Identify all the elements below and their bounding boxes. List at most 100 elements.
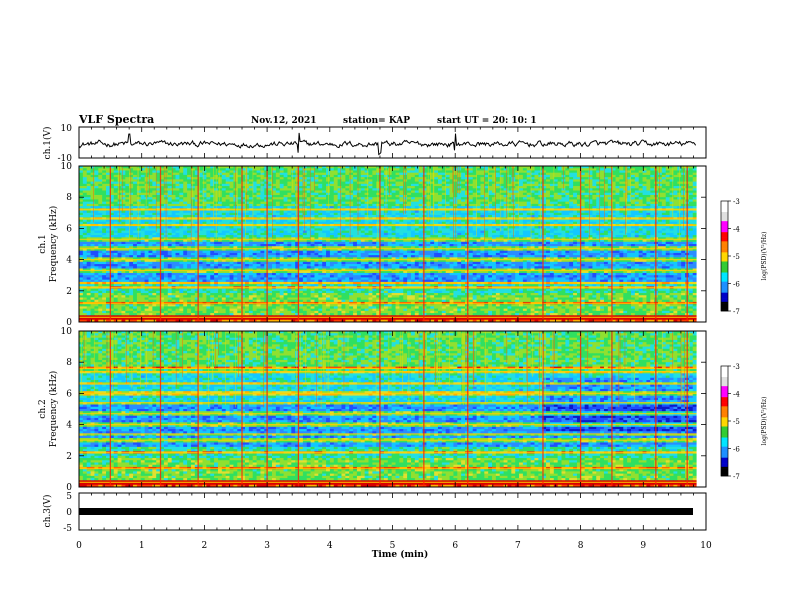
spectrogram-cell [291, 179, 296, 182]
spectrogram-cell [546, 215, 551, 218]
spectrogram-cell [407, 186, 412, 189]
spectrogram-cell [233, 221, 238, 225]
spectrogram-cell [588, 186, 593, 189]
spectrogram-cell [692, 201, 697, 205]
spectrogram-cell [630, 168, 636, 171]
spectrogram-cell [627, 186, 632, 189]
spectrogram-cell [553, 201, 559, 205]
spectrogram-cell [488, 179, 493, 182]
spectrogram-cell [310, 190, 315, 194]
spectrogram-cell [391, 177, 396, 180]
spectrogram-cell [275, 188, 281, 191]
spectrogram-cell [407, 172, 412, 176]
spectrogram-cell [206, 166, 211, 169]
spectrogram-cell [175, 183, 180, 187]
spectrogram-cell [519, 194, 524, 198]
spectrogram-cell [449, 206, 454, 209]
spectrogram-cell [569, 203, 574, 207]
spectrogram-cell [546, 174, 551, 178]
spectrogram-cell [187, 181, 192, 185]
spectrogram-cell [576, 226, 582, 229]
spectrogram-cell [407, 226, 412, 229]
spectrogram-cell [109, 174, 115, 178]
spectrogram-cell [133, 174, 138, 178]
spectrogram-cell [650, 215, 655, 218]
spectrogram-cell [275, 221, 281, 225]
spectrogram-cell [248, 232, 254, 236]
spectrogram-cell [287, 186, 292, 189]
spectrogram-cell [106, 190, 111, 194]
spectrogram-cell [546, 197, 551, 200]
spectrogram-cell [573, 201, 578, 205]
spectrogram-cell [306, 179, 311, 182]
spectrogram-cell [661, 188, 667, 191]
spectrogram-cell [449, 194, 454, 198]
spectrogram-cell [519, 172, 524, 176]
spectrogram-cell [534, 188, 539, 191]
spectrogram-cell [627, 212, 632, 216]
spectrogram-cell [576, 203, 582, 207]
spectrogram-cell [179, 181, 184, 185]
spectrogram-cell [337, 166, 342, 169]
spectrogram-cell [260, 226, 265, 229]
spectrogram-cell [279, 210, 284, 214]
spectrogram-cell [171, 228, 176, 232]
spectrogram-cell [576, 199, 582, 203]
spectrogram-cell [461, 197, 466, 200]
spectrogram-cell [434, 170, 439, 174]
spectrogram-cell [260, 166, 265, 169]
spectrogram-cell [152, 197, 157, 200]
spectrogram-cell [646, 174, 651, 178]
spectrogram-cell [202, 190, 207, 194]
spectrogram-cell [499, 221, 504, 225]
spectrogram-cell [326, 226, 331, 229]
spectrogram-cell [673, 203, 678, 207]
spectrogram-cell [619, 183, 624, 187]
spectrogram-cell [407, 206, 412, 209]
spectrogram-cell [646, 221, 651, 225]
spectrogram-cell [607, 181, 613, 185]
spectrogram-cell [526, 199, 532, 203]
spectrogram-cell [356, 221, 362, 225]
spectrogram-cell [434, 197, 439, 200]
spectrogram-cell [326, 190, 331, 194]
spectrogram-cell [507, 186, 512, 189]
spectrogram-cell [426, 197, 431, 200]
spectrogram-cell [437, 170, 443, 174]
spectrogram-cell [148, 186, 153, 189]
spectrogram-cell [256, 174, 261, 178]
spectrogram-cell [576, 210, 582, 214]
spectrogram-cell [615, 199, 620, 203]
spectrogram-cell [156, 219, 161, 223]
spectrogram-cell [426, 168, 431, 171]
spectrogram-cell [198, 215, 203, 218]
spectrogram-cell [102, 232, 107, 236]
spectrogram-cell [183, 166, 188, 169]
spectrogram-cell [109, 197, 115, 200]
spectrogram-cell [121, 181, 126, 185]
spectrogram-cell [248, 172, 254, 176]
spectrogram-cell [607, 183, 613, 187]
spectrogram-cell [445, 181, 450, 185]
spectrogram-cell [669, 186, 674, 189]
spectrogram-cell [530, 194, 535, 198]
spectrogram-cell [380, 174, 385, 178]
spectrogram-cell [607, 168, 613, 171]
spectrogram-cell [318, 221, 323, 225]
spectrogram-cell [152, 230, 157, 234]
spectrogram-cell [503, 226, 508, 229]
spectrogram-cell [329, 226, 335, 229]
spectrogram-cell [522, 206, 528, 209]
spectrogram-cell [82, 177, 88, 180]
spectrogram-cell [661, 221, 667, 225]
spectrogram-cell [399, 226, 404, 229]
spectrogram-cell [360, 215, 366, 218]
spectrogram-cell [430, 215, 435, 218]
spectrogram-cell [341, 210, 346, 214]
spectrogram-cell [275, 183, 281, 187]
spectrogram-cell [430, 203, 435, 207]
spectrogram-cell [395, 192, 400, 196]
spectrogram-cell [519, 230, 524, 234]
spectrogram-cell [86, 172, 91, 176]
spectrogram-cell [399, 212, 404, 216]
